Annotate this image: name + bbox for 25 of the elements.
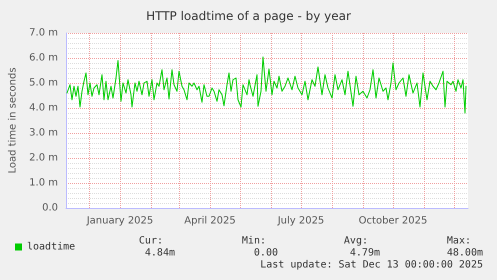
text: Avg: <box>344 236 368 246</box>
text: Min: <box>242 236 266 246</box>
y-tick-label: 3.0 m <box>29 128 58 138</box>
text: 0.00 <box>254 248 278 258</box>
y-axis-title: Load time in seconds <box>8 67 18 174</box>
x-tick-label: January 2025 <box>86 216 154 226</box>
text: Last update: Sat Dec 13 00:00:00 2025 <box>260 260 483 270</box>
y-tick-label: 7.0 m <box>29 28 58 38</box>
chart-title: HTTP loadtime of a page - by year <box>146 9 351 23</box>
y-tick-label: 1.0 m <box>29 178 58 188</box>
line-series <box>66 56 466 114</box>
x-tick-label: October 2025 <box>358 216 428 226</box>
legend-label: loadtime <box>27 242 76 252</box>
text: 4.79m <box>350 248 380 258</box>
y-tick-label: 2.0 m <box>29 152 58 164</box>
text: Cur: <box>138 236 163 246</box>
y-tick-label: 4.0 m <box>29 102 58 114</box>
x-tick-label: July 2025 <box>276 216 324 226</box>
y-tick-label: 6.0 m <box>29 52 58 64</box>
y-tick-label: 5.0 m <box>29 78 58 88</box>
text: 4.84m <box>144 248 175 258</box>
text: Max: <box>446 236 471 246</box>
x-tick-label: April 2025 <box>184 216 236 226</box>
y-tick-label: 0.0 <box>42 202 58 214</box>
text: 48.00m <box>446 248 483 258</box>
